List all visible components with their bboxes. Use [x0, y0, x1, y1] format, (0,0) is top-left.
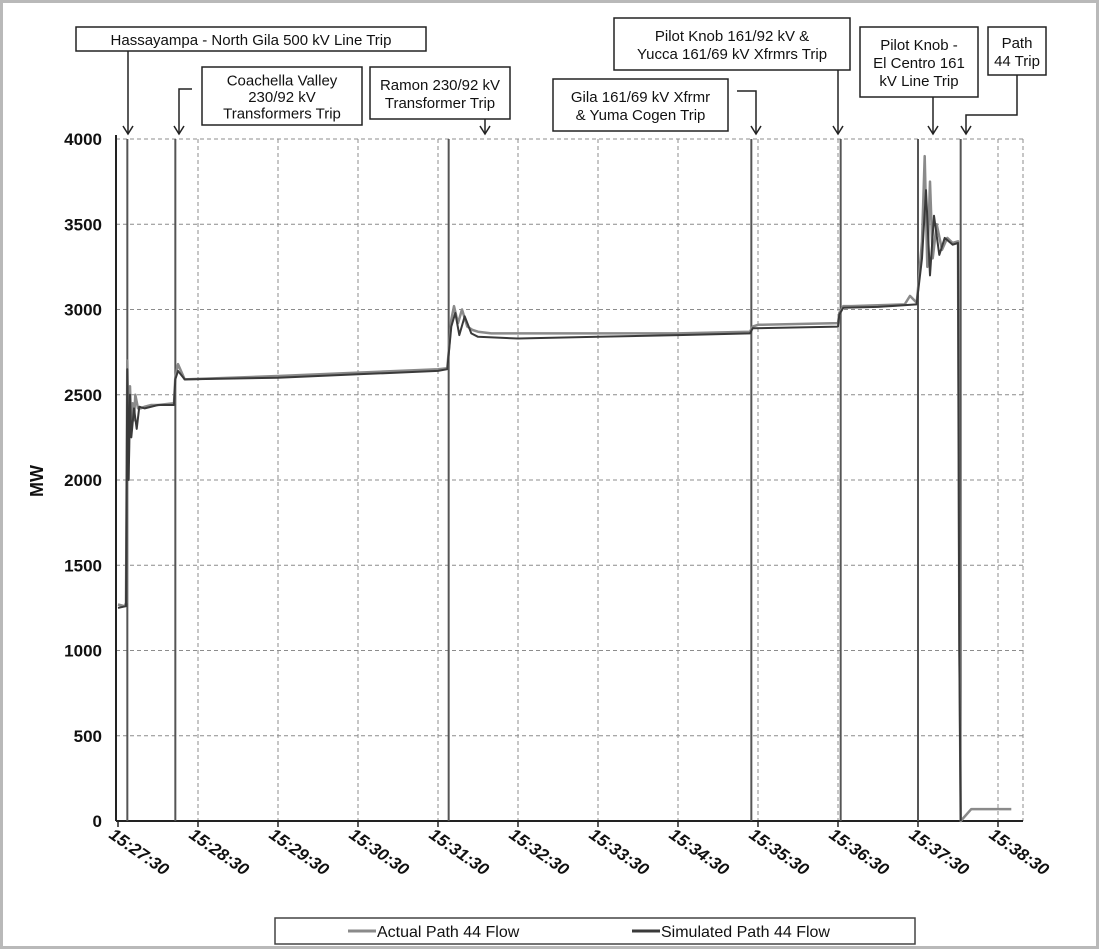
annotation-text: Coachella Valley	[227, 72, 338, 89]
annotation-box	[201, 66, 363, 126]
x-tick-label: 15:33:30	[586, 825, 653, 880]
y-tick-label: 2000	[64, 471, 102, 490]
annotation-box	[369, 66, 511, 120]
annotation-text: kV Line Trip	[879, 73, 958, 90]
event-annotations: Hassayampa - North Gila 500 kV Line Trip…	[75, 17, 1047, 136]
y-axis-label: MW	[27, 465, 47, 497]
legend-box	[274, 917, 916, 945]
annotation-text: Ramon 230/92 kV	[380, 77, 500, 94]
y-tick-label: 4000	[64, 130, 102, 149]
legend: Actual Path 44 Flow Simulated Path 44 Flo…	[274, 917, 916, 945]
x-tick-label: 15:30:30	[346, 825, 413, 880]
annotation-text: Yucca 161/69 kV Xfrmrs Trip	[637, 46, 827, 63]
y-tick-label: 0	[93, 812, 102, 831]
annotation-text: Transformers Trip	[223, 106, 341, 123]
actual-flow-line	[117, 154, 1012, 823]
tick-labels: 0 500 1000 1500 2000 2500 3000 3500 4000 15:27:30…	[27, 130, 1053, 880]
annotation-text: El Centro 161	[873, 55, 965, 72]
axes	[115, 135, 1023, 827]
grid-lines	[116, 138, 1024, 821]
x-tick-label: 15:29:30	[266, 825, 333, 880]
x-tick-label: 15:35:30	[746, 825, 813, 880]
legend-actual-label: Actual Path 44 Flow	[377, 924, 520, 941]
annotation-text: 230/92 kV	[248, 89, 316, 106]
x-tick-label: 15:37:30	[906, 825, 973, 880]
annotation-text: Pilot Knob -	[880, 37, 958, 54]
annotation-text: Gila 161/69 kV Xfrmr	[571, 89, 710, 106]
annotation-arrow	[960, 125, 972, 136]
annotation-box	[552, 78, 729, 132]
y-tick-label: 3000	[64, 301, 102, 320]
annotation-box	[613, 17, 851, 71]
x-tick-label: 15:36:30	[826, 825, 893, 880]
x-tick-label: 15:34:30	[666, 825, 733, 880]
annotation-box	[75, 26, 427, 52]
y-tick-label: 3500	[64, 215, 102, 234]
annotation-leader	[965, 75, 1018, 134]
event-annotation-hassayampa: Hassayampa - North Gila 500 kV Line Trip	[75, 26, 427, 136]
annotation-text: 44 Trip	[994, 53, 1040, 70]
annotation-arrow	[479, 125, 491, 136]
annotation-arrow	[173, 125, 185, 136]
y-tick-label: 2500	[64, 386, 102, 405]
x-tick-label: 15:38:30	[986, 825, 1053, 880]
y-tick-label: 500	[74, 727, 102, 746]
legend-simulated-label: Simulated Path 44 Flow	[661, 924, 830, 941]
path-44-flow-chart: 0 500 1000 1500 2000 2500 3000 3500 4000 15:27:30…	[27, 17, 1053, 945]
annotation-arrow	[927, 125, 939, 136]
x-tick-label: 15:31:30	[426, 825, 493, 880]
x-tick-label: 15:27:30	[106, 825, 173, 880]
annotation-box	[859, 26, 979, 98]
annotation-text: Hassayampa - North Gila 500 kV Line Trip	[111, 32, 392, 49]
y-tick-label: 1000	[64, 642, 102, 661]
annotation-text: Path	[1002, 35, 1033, 52]
annotation-arrow	[832, 125, 844, 136]
x-tick-label: 15:28:30	[186, 825, 253, 880]
y-tick-label: 1500	[64, 556, 102, 575]
annotation-text: Transformer Trip	[385, 95, 495, 112]
x-tick-label: 15:32:30	[506, 825, 573, 880]
event-annotation-pilot-knob-yucca: Pilot Knob 161/92 kV &Yucca 161/69 kV Xf…	[613, 17, 851, 136]
event-annotation-gila-yuma: Gila 161/69 kV Xfrmr& Yuma Cogen Trip	[552, 78, 762, 136]
annotation-arrow	[750, 125, 762, 136]
annotation-leader	[178, 88, 192, 134]
annotation-arrow	[122, 125, 134, 136]
annotation-text: & Yuma Cogen Trip	[576, 107, 706, 124]
annotation-text: Pilot Knob 161/92 kV &	[655, 28, 809, 45]
annotation-leader	[737, 90, 757, 134]
series-lines	[117, 154, 1012, 823]
annotation-box	[987, 26, 1047, 76]
simulated-flow-line	[117, 189, 962, 822]
